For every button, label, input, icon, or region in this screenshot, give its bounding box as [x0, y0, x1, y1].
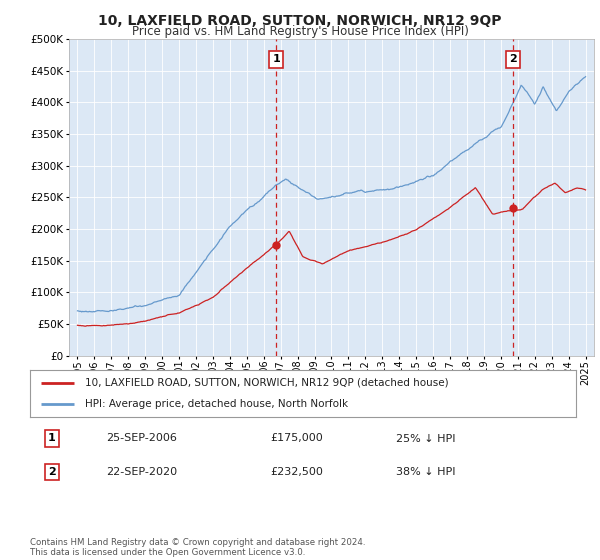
Text: 38% ↓ HPI: 38% ↓ HPI — [396, 467, 455, 477]
Text: 25-SEP-2006: 25-SEP-2006 — [106, 433, 178, 444]
Text: 10, LAXFIELD ROAD, SUTTON, NORWICH, NR12 9QP: 10, LAXFIELD ROAD, SUTTON, NORWICH, NR12… — [98, 14, 502, 28]
Text: HPI: Average price, detached house, North Norfolk: HPI: Average price, detached house, Nort… — [85, 399, 348, 409]
Text: 1: 1 — [272, 54, 280, 64]
Text: Contains HM Land Registry data © Crown copyright and database right 2024.
This d: Contains HM Land Registry data © Crown c… — [30, 538, 365, 557]
Text: 10, LAXFIELD ROAD, SUTTON, NORWICH, NR12 9QP (detached house): 10, LAXFIELD ROAD, SUTTON, NORWICH, NR12… — [85, 378, 448, 388]
Text: Price paid vs. HM Land Registry's House Price Index (HPI): Price paid vs. HM Land Registry's House … — [131, 25, 469, 38]
Text: £175,000: £175,000 — [270, 433, 323, 444]
Text: 2: 2 — [48, 467, 56, 477]
Text: 25% ↓ HPI: 25% ↓ HPI — [396, 433, 455, 444]
Text: 22-SEP-2020: 22-SEP-2020 — [106, 467, 178, 477]
Text: 2: 2 — [509, 54, 517, 64]
Text: 1: 1 — [48, 433, 56, 444]
Text: £232,500: £232,500 — [270, 467, 323, 477]
